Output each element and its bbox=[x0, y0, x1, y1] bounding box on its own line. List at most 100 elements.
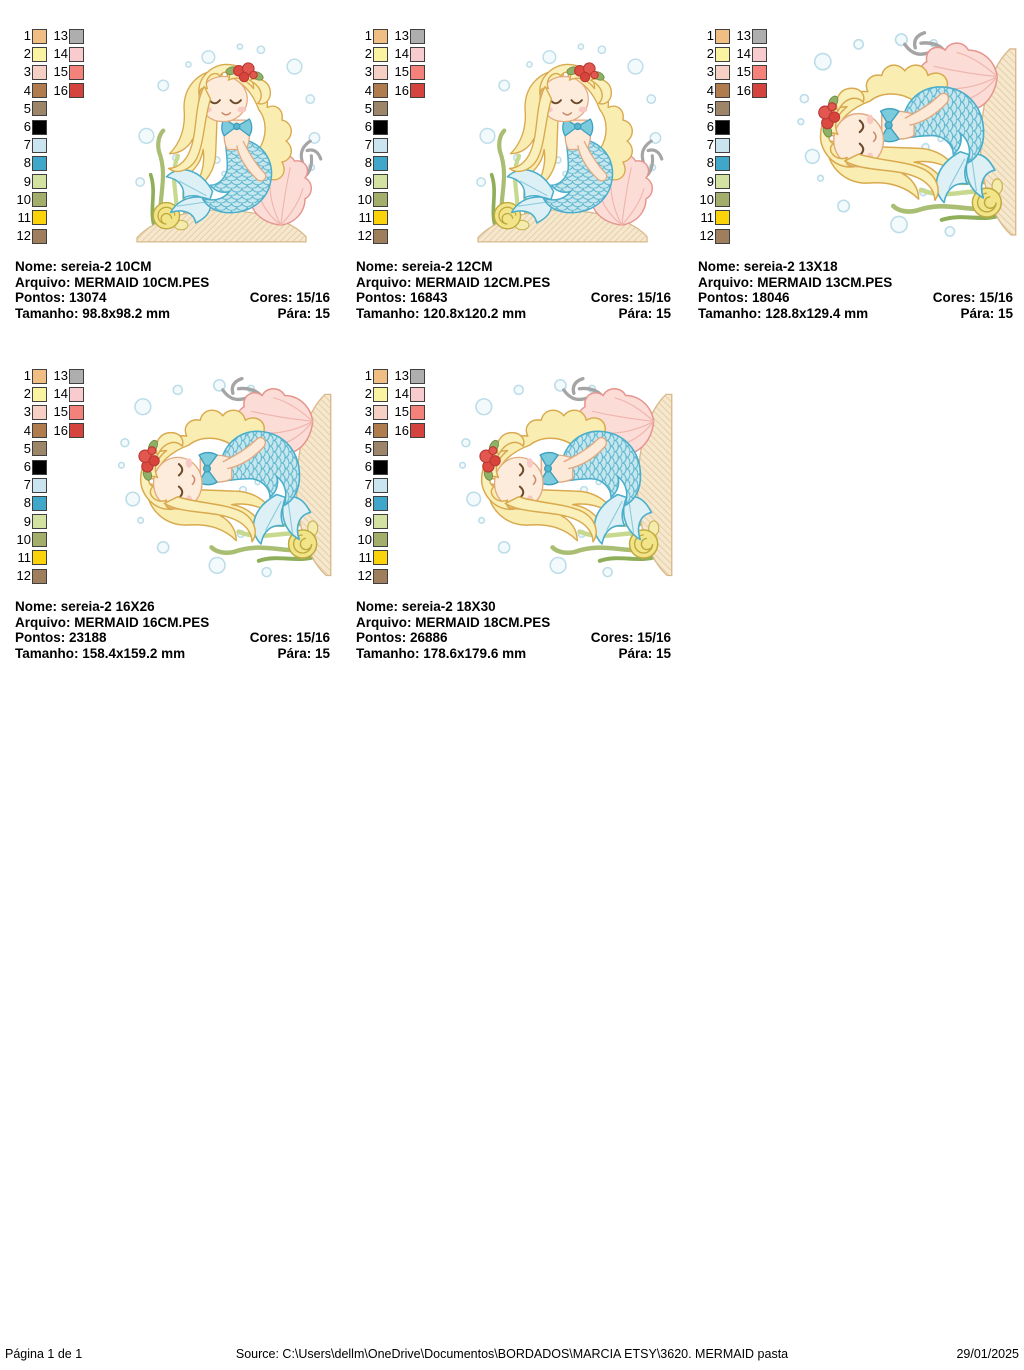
thread-swatch bbox=[32, 386, 47, 402]
thread-swatch bbox=[373, 155, 388, 171]
thread-swatch bbox=[410, 404, 425, 420]
thread-number: 15 bbox=[53, 64, 68, 80]
palette-row: 8 bbox=[697, 154, 767, 172]
thread-swatch bbox=[32, 514, 47, 530]
thread-swatch bbox=[32, 477, 47, 493]
thread-number: 5 bbox=[706, 100, 714, 116]
palette-row: 5 bbox=[355, 100, 425, 118]
design-stitches: Pontos: 23188 bbox=[15, 630, 107, 646]
thread-number: 12 bbox=[357, 228, 372, 244]
palette-row: 1 13 bbox=[355, 27, 425, 45]
thread-swatch bbox=[410, 28, 425, 44]
design-stitches: Pontos: 26886 bbox=[356, 630, 448, 646]
palette-row: 3 15 bbox=[355, 403, 425, 421]
embroidery-preview-upright bbox=[116, 34, 326, 244]
palette-row: 2 14 bbox=[14, 385, 84, 403]
thread-number: 10 bbox=[357, 191, 372, 207]
thread-swatch bbox=[32, 119, 47, 135]
thread-number: 12 bbox=[357, 568, 372, 584]
thread-number: 1 bbox=[364, 28, 372, 44]
palette-row: 4 16 bbox=[355, 422, 425, 440]
design-file: Arquivo: MERMAID 10CM.PES bbox=[15, 274, 210, 290]
palette-row: 11 bbox=[355, 209, 425, 227]
thread-number: 1 bbox=[364, 368, 372, 384]
thread-number: 10 bbox=[699, 191, 714, 207]
palette-row: 4 16 bbox=[355, 82, 425, 100]
palette-row: 9 bbox=[14, 173, 84, 191]
thread-swatch bbox=[69, 368, 84, 384]
thread-number: 6 bbox=[706, 119, 714, 135]
palette-row: 3 15 bbox=[697, 63, 767, 81]
thread-number: 14 bbox=[736, 46, 751, 62]
design-card-16x26: 1 13 2 14 3 15 4 16 5 6 7 8 9 10 11 12 Nome: sereia-2 1… bbox=[14, 367, 329, 677]
design-size: Tamanho: 128.8x129.4 mm bbox=[698, 305, 869, 321]
thread-number: 12 bbox=[16, 568, 31, 584]
thread-number: 3 bbox=[364, 404, 372, 420]
thread-swatch bbox=[715, 101, 730, 117]
design-info: Nome: sereia-2 12CM Arquivo: MERMAID 12C… bbox=[356, 259, 671, 321]
thread-swatch bbox=[373, 137, 388, 153]
thread-swatch bbox=[32, 101, 47, 117]
thread-number: 10 bbox=[357, 531, 372, 547]
thread-number: 14 bbox=[53, 46, 68, 62]
thread-color-palette: 1 13 2 14 3 15 4 16 5 6 7 8 9 10 11 12 bbox=[355, 27, 425, 245]
design-stops: Pára: 15 bbox=[277, 305, 330, 321]
thread-number: 6 bbox=[364, 459, 372, 475]
footer-date: 29/01/2025 bbox=[956, 1347, 1019, 1361]
palette-row: 1 13 bbox=[14, 367, 84, 385]
thread-color-palette: 1 13 2 14 3 15 4 16 5 6 7 8 9 10 11 12 bbox=[14, 27, 84, 245]
palette-row: 11 bbox=[355, 549, 425, 567]
embroidery-preview-rotated bbox=[449, 373, 674, 598]
design-info: Nome: sereia-2 10CM Arquivo: MERMAID 10C… bbox=[15, 259, 330, 321]
palette-row: 3 15 bbox=[14, 403, 84, 421]
thread-number: 10 bbox=[16, 191, 31, 207]
thread-swatch bbox=[752, 28, 767, 44]
design-name: Nome: sereia-2 13X18 bbox=[698, 259, 838, 274]
embroidery-preview-rotated bbox=[787, 27, 1018, 258]
palette-row: 10 bbox=[697, 191, 767, 209]
embroidery-preview-upright bbox=[457, 34, 667, 244]
design-file: Arquivo: MERMAID 13CM.PES bbox=[698, 274, 893, 290]
palette-row: 6 bbox=[14, 458, 84, 476]
thread-number: 15 bbox=[736, 64, 751, 80]
palette-row: 5 bbox=[355, 440, 425, 458]
thread-swatch bbox=[32, 228, 47, 244]
design-info: Nome: sereia-2 13X18 Arquivo: MERMAID 13… bbox=[698, 259, 1013, 321]
thread-swatch bbox=[373, 228, 388, 244]
thread-swatch bbox=[32, 459, 47, 475]
palette-row: 3 15 bbox=[14, 63, 84, 81]
thread-swatch bbox=[32, 550, 47, 566]
thread-color-palette: 1 13 2 14 3 15 4 16 5 6 7 8 9 10 11 12 bbox=[14, 367, 84, 585]
design-card-13x18: 1 13 2 14 3 15 4 16 5 6 7 8 9 10 11 12 Nome: sereia-2 1… bbox=[697, 27, 1012, 337]
design-colors: Cores: 15/16 bbox=[590, 630, 671, 646]
palette-row: 2 14 bbox=[14, 45, 84, 63]
palette-row: 10 bbox=[355, 191, 425, 209]
design-file: Arquivo: MERMAID 18CM.PES bbox=[356, 614, 551, 630]
thread-swatch bbox=[373, 459, 388, 475]
thread-swatch bbox=[410, 386, 425, 402]
thread-swatch bbox=[715, 119, 730, 135]
thread-swatch bbox=[373, 368, 388, 384]
thread-number: 8 bbox=[706, 155, 714, 171]
thread-number: 5 bbox=[364, 440, 372, 456]
palette-row: 4 16 bbox=[697, 82, 767, 100]
thread-number: 1 bbox=[23, 28, 31, 44]
thread-swatch bbox=[32, 568, 47, 584]
thread-number: 4 bbox=[706, 82, 714, 98]
thread-number: 2 bbox=[706, 46, 714, 62]
thread-number: 13 bbox=[53, 368, 68, 384]
design-size: Tamanho: 120.8x120.2 mm bbox=[356, 305, 527, 321]
thread-number: 4 bbox=[364, 422, 372, 438]
palette-row: 3 15 bbox=[355, 63, 425, 81]
thread-color-palette: 1 13 2 14 3 15 4 16 5 6 7 8 9 10 11 12 bbox=[355, 367, 425, 585]
thread-swatch bbox=[410, 83, 425, 99]
thread-number: 15 bbox=[394, 404, 409, 420]
thread-number: 8 bbox=[23, 155, 31, 171]
thread-number: 7 bbox=[23, 477, 31, 493]
thread-swatch bbox=[373, 441, 388, 457]
thread-number: 8 bbox=[23, 495, 31, 511]
thread-number: 1 bbox=[23, 368, 31, 384]
design-colors: Cores: 15/16 bbox=[932, 290, 1013, 306]
thread-number: 7 bbox=[706, 137, 714, 153]
